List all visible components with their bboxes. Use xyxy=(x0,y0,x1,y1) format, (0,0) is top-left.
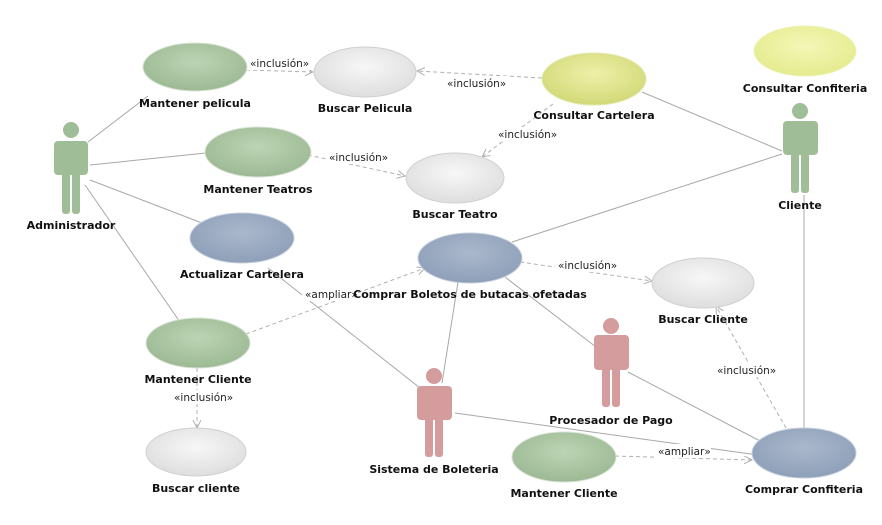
assoc-cliente-consultar-cartelera xyxy=(641,91,783,152)
actor-head-icon xyxy=(603,318,619,334)
stereo-inclusion-1: «inclusión» xyxy=(250,58,309,70)
assoc-admin-mantener-pelicula xyxy=(87,95,149,143)
association-lines xyxy=(84,91,805,456)
actor-cliente[interactable]: Cliente xyxy=(778,103,822,212)
assoc-cliente-comprar-boletos xyxy=(511,153,783,243)
usecase-label: Consultar Confiteria xyxy=(743,82,868,95)
usecase-label: Buscar Pelicula xyxy=(318,102,413,115)
stereo-inclusion-6: «inclusión» xyxy=(174,392,233,404)
usecase-consultar-confiteria[interactable]: Consultar Confiteria xyxy=(743,25,868,95)
dep-mantener-cliente-comprar-boletos xyxy=(245,268,425,335)
usecase-label: Buscar Teatro xyxy=(412,208,498,221)
usecase-label: Mantener Teatros xyxy=(203,183,313,196)
actor-label: Procesador de Pago xyxy=(549,414,673,427)
dep-mantener-pelicula-buscar-pelicula xyxy=(245,70,313,72)
actor-procesador-de-pago[interactable]: Procesador de Pago xyxy=(549,318,673,427)
stereo-ampliar-2: «ampliar» xyxy=(658,446,711,458)
assoc-procesador-comprar-boletos xyxy=(504,276,597,348)
dep-mantener-teatros-buscar-teatro xyxy=(307,154,405,176)
actor-head-icon xyxy=(426,368,442,384)
actor-head-icon xyxy=(792,103,808,119)
stereo-inclusion-2: «inclusión» xyxy=(447,78,506,90)
stereo-inclusion-7: «inclusión» xyxy=(717,365,776,377)
usecase-mantener-pelicula[interactable]: Mantener pelicula xyxy=(139,42,251,110)
assoc-admin-mantener-cliente xyxy=(84,184,181,323)
actor-label: Administrador xyxy=(27,219,116,232)
usecase-label: Actualizar Cartelera xyxy=(180,268,304,281)
usecase-buscar-cliente-left[interactable]: Buscar cliente xyxy=(145,427,247,495)
usecase-comprar-boletos[interactable]: Comprar Boletos de butacas ofetadas xyxy=(353,232,587,301)
actor-label: Cliente xyxy=(778,199,822,212)
usecase-mantener-cliente-bottom[interactable]: Mantener Cliente xyxy=(510,431,618,500)
use-cases: Mantener pelicula Buscar Pelicula Consul… xyxy=(139,25,868,500)
stereo-inclusion-3: «inclusión» xyxy=(498,129,557,141)
dep-mantener-cliente-comprar-confiteria xyxy=(614,455,752,460)
stereotype-labels: «inclusión» «inclusión» «inclusión» «inc… xyxy=(171,56,780,458)
usecase-actualizar-cartelera[interactable]: Actualizar Cartelera xyxy=(180,212,304,281)
usecase-buscar-cliente-right[interactable]: Buscar Cliente xyxy=(651,257,755,326)
actor-head-icon xyxy=(63,122,79,138)
assoc-procesador-comprar-confiteria xyxy=(627,371,763,443)
actor-sistema-de-boleteria[interactable]: Sistema de Boleteria xyxy=(369,368,499,476)
usecase-label: Mantener Cliente xyxy=(144,373,251,386)
usecase-buscar-pelicula[interactable]: Buscar Pelicula xyxy=(313,46,417,115)
usecase-label: Comprar Confiteria xyxy=(745,483,863,496)
usecase-label: Consultar Cartelera xyxy=(533,109,654,122)
assoc-sistema-comprar-boletos xyxy=(441,281,459,384)
actors: Administrador Cliente Procesador de Pago… xyxy=(27,103,822,476)
assoc-admin-actualizar-cartelera xyxy=(89,179,203,224)
usecase-comprar-confiteria[interactable]: Comprar Confiteria xyxy=(745,427,863,496)
actor-label: Sistema de Boleteria xyxy=(369,463,498,476)
stereo-inclusion-5: «inclusión» xyxy=(558,260,617,272)
actor-administrador[interactable]: Administrador xyxy=(27,122,116,232)
usecase-label: Buscar Cliente xyxy=(658,313,748,326)
stereo-inclusion-4: «inclusión» xyxy=(329,152,388,164)
usecase-buscar-teatro[interactable]: Buscar Teatro xyxy=(405,152,505,221)
usecase-label: Mantener Cliente xyxy=(510,487,617,500)
stereo-ampliar-1: «ampliar» xyxy=(305,289,358,301)
assoc-sistema-actualizar-cartelera xyxy=(267,267,421,389)
usecase-consultar-cartelera[interactable]: Consultar Cartelera xyxy=(533,52,655,122)
usecase-label: Comprar Boletos de butacas ofetadas xyxy=(353,288,587,301)
usecase-mantener-cliente-left[interactable]: Mantener Cliente xyxy=(144,317,252,386)
usecase-label: Mantener pelicula xyxy=(139,97,251,110)
assoc-admin-mantener-teatros xyxy=(89,152,207,166)
usecase-mantener-teatros[interactable]: Mantener Teatros xyxy=(203,126,313,196)
usecase-label: Buscar cliente xyxy=(152,482,240,495)
